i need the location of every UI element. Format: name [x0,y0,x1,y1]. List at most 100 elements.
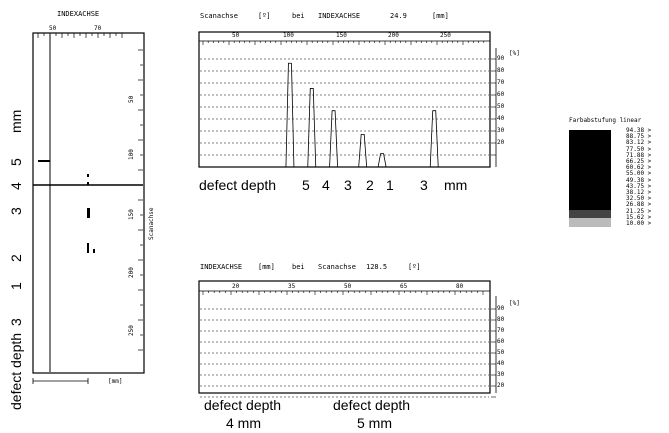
bottom-chart-frame [198,280,491,394]
defect-mark-e [93,249,95,253]
top-chart-x-tick-50: 50 [232,32,240,39]
legend-value: 71.88 > [626,151,652,159]
legend-value: 55.00 > [626,170,652,178]
top-chart-y-unit: [%] [509,50,520,57]
defect-mark-b [87,182,89,185]
top-chart-header-fixed-value: 24.9 [390,12,407,20]
left-side-label-3: 3 [8,207,24,215]
top-chart-y-tick-70: 70 [497,79,505,86]
bottom-chart-y-tick-70: 70 [497,327,505,334]
bottom-chart-header-axis: INDEXACHSE [200,263,243,271]
top-chart-header-bei: bei [292,12,305,20]
top-chart-x-tick-250: 250 [440,32,451,39]
defect-mark-5mm [38,160,50,162]
bottom-chart-header-bei: bei [292,263,305,271]
legend-value: 21.25 > [626,207,652,215]
legend-value: 49.38 > [626,176,652,184]
bottom-caption-1-line2: 4 mm [226,415,261,431]
left-panel-header: INDEXACHSE [57,10,100,18]
top-chart-y-tick-90: 90 [497,55,505,62]
legend-value: 38.12 > [626,189,652,197]
top-chart-y-tick-50: 50 [497,103,505,110]
left-side-label-3b: 3 [8,318,24,326]
bottom-chart-header-fixed-unit: [º] [408,263,421,271]
legend-value: 77.50 > [626,145,652,153]
legend-value: 10.00 > [626,220,652,228]
left-side-label-2: 2 [8,254,24,262]
bottom-chart-x-tick-65: 65 [400,283,408,290]
left-panel-right-ruler [138,49,143,351]
left-panel-top-tick-50: 50 [49,25,57,32]
top-chart-caption: defect depth [199,177,277,193]
top-chart-header-axis: Scanachse [200,12,238,20]
defect-mark-a [87,174,89,177]
top-chart-minor-ticks [202,41,485,45]
bottom-chart-y-tick-20: 20 [497,382,505,389]
left-panel-bottom-unit: [mm] [108,378,123,385]
left-panel-right-tick-100: 100 [128,149,135,160]
top-chart-caption-5: 5 [302,177,310,193]
top-chart-grid [200,58,496,156]
legend-value: 26.88 > [626,201,652,209]
bottom-chart-header-unit: [mm] [258,263,275,271]
bottom-chart-header-fixed-axis: Scanachse [318,263,356,271]
legend-value: 15.62 > [626,213,652,221]
bottom-chart-y-unit: [%] [509,300,520,307]
bottom-caption-2-line2: 5 mm [357,415,392,431]
legend-value-list: 94.38 >88.75 >83.12 >77.50 >71.88 >66.25… [626,127,652,228]
top-chart-x-tick-100: 100 [283,32,294,39]
top-chart-header-unit: [º] [258,12,271,20]
bottom-chart-minor-ticks [202,291,484,295]
top-chart-y-tick-20: 20 [497,139,505,146]
top-chart-y-tick-80: 80 [497,67,505,74]
left-side-label-1: 1 [8,282,24,290]
bottom-chart-y-tick-30: 30 [497,371,505,378]
bottom-chart-y-tick-90: 90 [497,305,505,312]
top-chart-caption-1: 1 [386,177,394,193]
top-chart-caption-3b: 3 [420,177,428,193]
top-chart-caption-4: 4 [322,177,330,193]
left-side-label-mm: mm [8,109,24,133]
legend-value: 43.75 > [626,182,652,190]
legend-value: 32.50 > [626,195,652,203]
bottom-chart-x-tick-80: 80 [456,283,464,290]
bottom-chart-header-fixed-value: 128.5 [366,263,388,271]
legend-value: 83.12 > [626,139,652,147]
legend-value: 94.38 > [626,127,652,134]
left-panel-axis-label: Scanachse [148,207,155,240]
top-chart-caption-unit: mm [444,177,468,193]
left-panel-defect-marks [38,160,95,253]
bottom-chart-y-tick-60: 60 [497,338,505,345]
bottom-caption-1-line1: defect depth [204,397,282,413]
top-chart-frame [198,31,491,168]
defect-mark-d [87,243,89,253]
left-side-label-5: 5 [8,158,24,166]
legend-color-scale-fade [569,210,611,218]
bottom-chart-x-tick-50: 50 [344,283,352,290]
top-chart-amplitude-curve [199,62,490,168]
bottom-chart-y-tick-40: 40 [497,360,505,367]
left-panel-right-tick-250: 250 [128,325,135,336]
top-chart-y-tick-60: 60 [497,91,505,98]
legend-value: 88.75 > [626,133,652,141]
left-panel-scale-bar [32,378,89,384]
legend-color-scale [569,130,611,210]
bottom-chart-y-tick-50: 50 [497,349,505,356]
top-chart-header-fixed-axis: INDEXACHSE [318,12,361,20]
left-side-defect-label: defect depth [8,332,24,410]
top-chart-caption-3: 3 [344,177,352,193]
legend-title: Farbabstufung linear [569,117,642,124]
legend-value: 66.25 > [626,158,652,166]
left-panel-top-ruler [33,32,143,39]
left-panel-top-tick-70: 70 [94,25,102,32]
top-chart-x-tick-200: 200 [388,32,399,39]
left-panel-right-tick-150: 150 [128,209,135,220]
top-chart-caption-2: 2 [366,177,374,193]
top-chart-x-tick-150: 150 [336,32,347,39]
legend-color-scale-light [569,218,611,227]
top-chart-y-tick-30: 30 [497,127,505,134]
left-panel-right-tick-50: 50 [128,95,135,103]
top-chart-header-fixed-unit: [mm] [432,12,449,20]
defect-mark-c [87,208,90,218]
